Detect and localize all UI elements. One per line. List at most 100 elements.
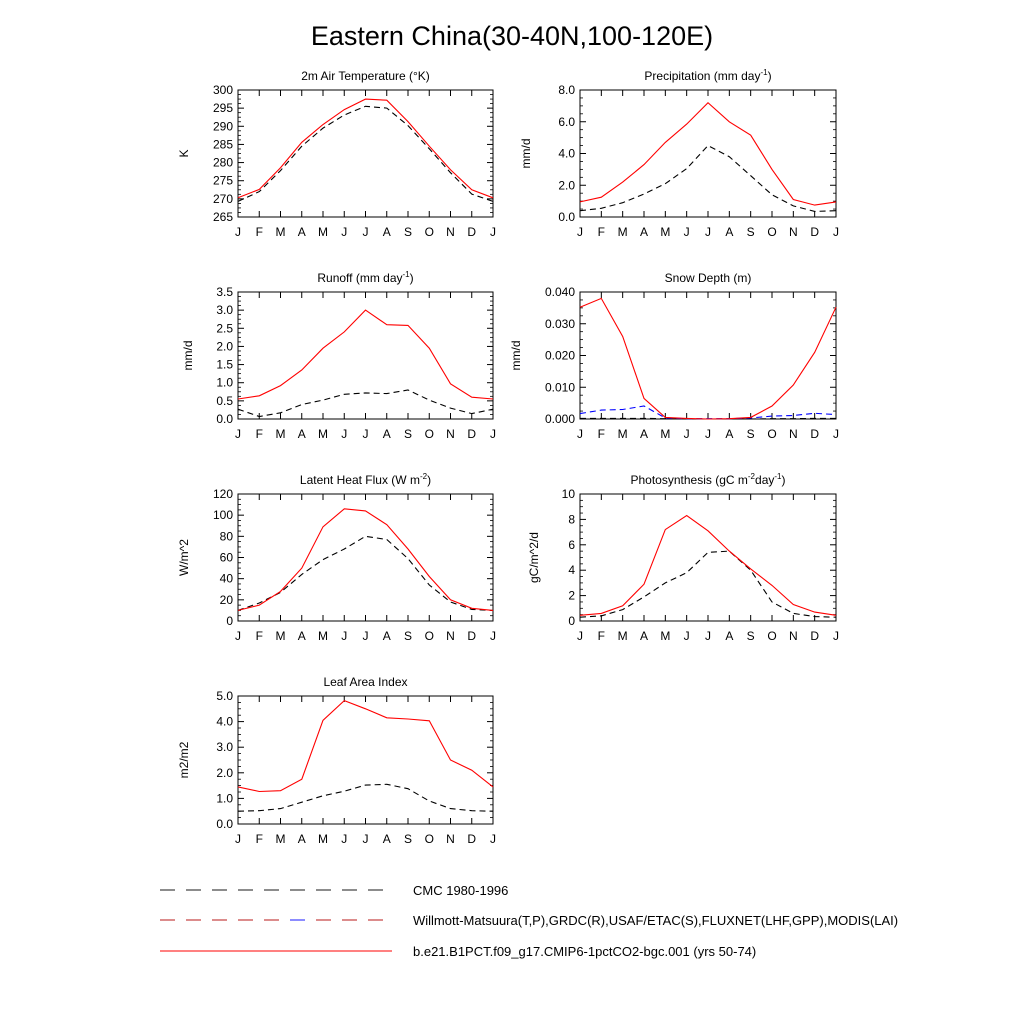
- x-tick-label: A: [640, 427, 648, 441]
- x-tick-label: J: [684, 427, 690, 441]
- y-tick-label: 0.000: [545, 412, 575, 426]
- panel-6: Photosynthesis (gC m-2day-1) gC/m^2/d 10 8 6…: [527, 472, 839, 643]
- x-tick-label: S: [404, 225, 412, 239]
- x-tick-label: J: [833, 427, 839, 441]
- x-tick-label: J: [577, 225, 583, 239]
- series-line-2: [579, 101, 837, 206]
- legend-item: b.e21.B1PCT.f09_g17.CMIP6-1pctCO2-bgc.00…: [160, 944, 756, 959]
- x-tick-label: D: [467, 225, 476, 239]
- panel-title: 2m Air Temperature (°K): [301, 69, 430, 83]
- x-tick-label: J: [684, 225, 690, 239]
- legend-label: CMC 1980-1996: [413, 883, 508, 898]
- y-tick-label: 0.040: [545, 285, 575, 299]
- y-tick-label: 3.5: [216, 285, 233, 299]
- figure-title: Eastern China(30-40N,100-120E): [311, 21, 713, 51]
- x-tick-label: N: [446, 629, 455, 643]
- plot-frame: [237, 89, 494, 218]
- y-axis-label: mm/d: [181, 341, 195, 371]
- y-tick-label: 2.0: [216, 766, 233, 780]
- y-tick-label: 2.5: [216, 321, 233, 335]
- x-tick-label: J: [341, 225, 347, 239]
- x-tick-label: F: [256, 225, 263, 239]
- plot-frame: [579, 89, 837, 218]
- x-tick-label: S: [404, 629, 412, 643]
- x-tick-label: N: [446, 225, 455, 239]
- y-tick-label: 2.0: [216, 339, 233, 353]
- x-tick-label: N: [446, 427, 455, 441]
- x-tick-label: J: [833, 225, 839, 239]
- x-tick-label: M: [276, 629, 286, 643]
- x-tick-label: A: [383, 832, 391, 846]
- series-line-2: [237, 699, 494, 793]
- x-tick-label: S: [747, 629, 755, 643]
- x-tick-label: M: [660, 225, 670, 239]
- y-tick-label: 270: [213, 192, 233, 206]
- y-tick-label: 8: [568, 512, 575, 526]
- y-axis-label: mm/d: [509, 341, 523, 371]
- x-tick-label: J: [235, 832, 241, 846]
- x-tick-label: A: [640, 629, 648, 643]
- series-line-1: [580, 417, 836, 420]
- panel-title: Snow Depth (m): [665, 271, 752, 285]
- x-tick-label: J: [341, 629, 347, 643]
- x-tick-label: O: [425, 427, 434, 441]
- y-tick-label: 80: [220, 529, 234, 543]
- y-tick-label: 0.0: [558, 210, 575, 224]
- x-tick-label: O: [767, 427, 776, 441]
- y-axis-label: m2/m2: [177, 741, 191, 778]
- x-tick-label: J: [341, 832, 347, 846]
- x-tick-label: D: [467, 629, 476, 643]
- y-tick-label: 290: [213, 119, 233, 133]
- x-tick-label: D: [467, 832, 476, 846]
- y-tick-label: 275: [213, 174, 233, 188]
- y-tick-label: 0.0: [216, 817, 233, 831]
- y-tick-label: 4: [568, 563, 575, 577]
- x-tick-label: A: [383, 427, 391, 441]
- y-tick-label: 3.0: [216, 303, 233, 317]
- x-tick-label: J: [490, 629, 496, 643]
- x-tick-label: N: [789, 629, 798, 643]
- series-line-1: [237, 783, 494, 812]
- legend-item: Willmott-Matsuura(T,P),GRDC(R),USAF/ETAC…: [160, 913, 898, 928]
- x-tick-label: J: [235, 427, 241, 441]
- x-tick-label: M: [318, 832, 328, 846]
- x-tick-label: A: [298, 629, 306, 643]
- x-tick-label: N: [789, 225, 798, 239]
- plot-frame: [579, 493, 837, 622]
- y-axis-label: K: [177, 149, 191, 157]
- y-axis-label: mm/d: [519, 139, 533, 169]
- x-tick-label: F: [256, 832, 263, 846]
- panel-title: Runoff (mm day-1): [317, 270, 413, 285]
- x-tick-label: O: [425, 832, 434, 846]
- panel-title: Leaf Area Index: [323, 675, 407, 689]
- x-tick-label: J: [363, 427, 369, 441]
- x-tick-label: M: [276, 225, 286, 239]
- x-tick-label: F: [256, 427, 263, 441]
- y-tick-label: 1.0: [216, 376, 233, 390]
- x-tick-label: J: [235, 629, 241, 643]
- x-tick-label: J: [705, 225, 711, 239]
- y-tick-label: 0.020: [545, 349, 575, 363]
- x-tick-label: J: [490, 225, 496, 239]
- x-tick-label: J: [490, 832, 496, 846]
- y-tick-label: 265: [213, 210, 233, 224]
- panel-title: Latent Heat Flux (W m-2): [300, 472, 431, 487]
- x-tick-label: F: [598, 225, 605, 239]
- legend-label: Willmott-Matsuura(T,P),GRDC(R),USAF/ETAC…: [413, 913, 898, 928]
- x-tick-label: J: [705, 629, 711, 643]
- x-tick-label: M: [276, 427, 286, 441]
- y-tick-label: 1.0: [216, 791, 233, 805]
- x-tick-label: J: [235, 225, 241, 239]
- y-tick-label: 295: [213, 101, 233, 115]
- y-tick-label: 60: [220, 551, 234, 565]
- x-tick-label: J: [490, 427, 496, 441]
- y-tick-label: 0: [568, 614, 575, 628]
- x-tick-label: A: [383, 629, 391, 643]
- x-tick-label: J: [577, 427, 583, 441]
- x-tick-label: J: [363, 832, 369, 846]
- x-tick-label: M: [318, 427, 328, 441]
- x-tick-label: F: [256, 629, 263, 643]
- plot-frame: [237, 695, 494, 825]
- x-tick-label: J: [363, 629, 369, 643]
